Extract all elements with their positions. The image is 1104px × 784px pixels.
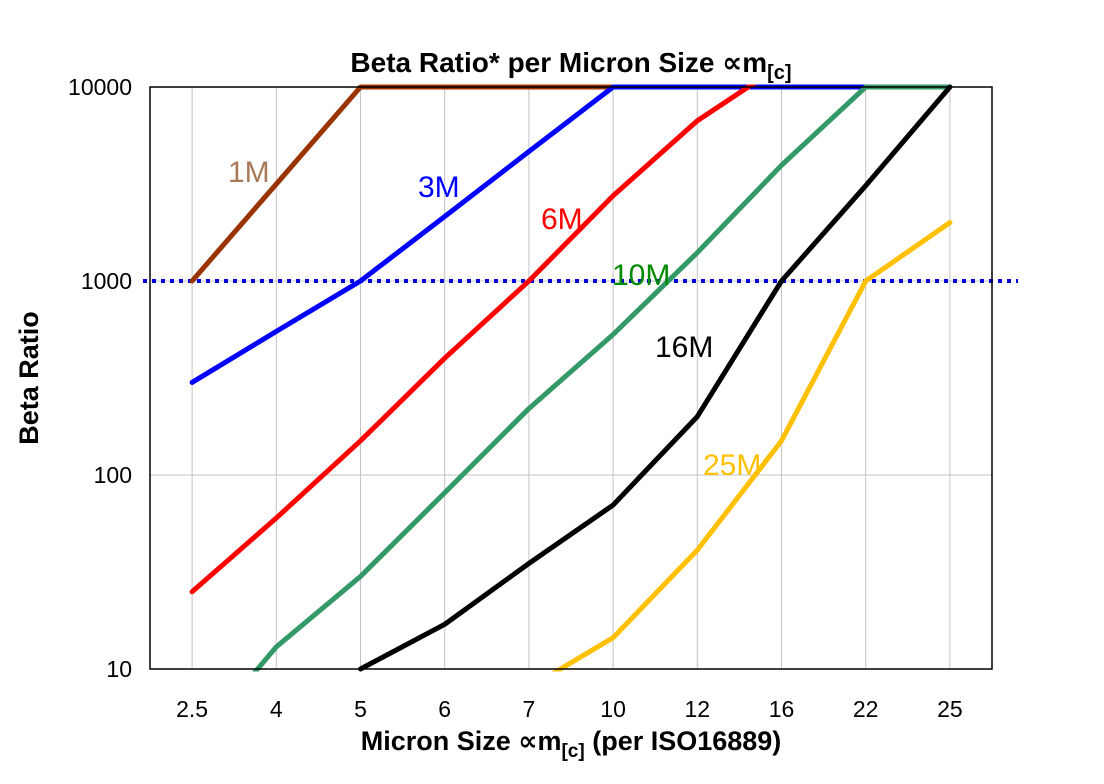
series-lines [189, 84, 953, 672]
x-tick: 10 [600, 696, 626, 722]
y-tick-10: 10 [106, 656, 132, 682]
plot-border [149, 86, 993, 670]
x-tick: 5 [354, 696, 367, 722]
x-axis-title-suffix: (per ISO16889) [585, 726, 782, 756]
series-line-25M [551, 220, 953, 672]
x-tick: 25 [937, 696, 963, 722]
series-line-16M [358, 84, 953, 672]
x-tick: 6 [438, 696, 451, 722]
chart-title: Beta Ratio* per Micron Size ∝m[c] [350, 47, 791, 84]
series-label-6M: 6M [541, 203, 583, 236]
y-tick-100: 100 [94, 462, 132, 488]
x-axis-title-main: Micron Size ∝m [361, 726, 562, 756]
x-tick: 4 [270, 696, 283, 722]
chart-title-subscript: [c] [767, 62, 791, 84]
series-label-3M: 3M [418, 171, 460, 204]
series-label-10M: 10M [612, 259, 670, 292]
x-tick: 2.5 [176, 696, 208, 722]
x-tick: 22 [853, 696, 879, 722]
y-tick-10000: 10000 [68, 74, 132, 100]
x-tick-labels: 2.5 4 5 6 7 10 12 16 22 25 [176, 696, 963, 722]
x-axis-title-subscript: [c] [561, 741, 584, 762]
series-line-10M [252, 84, 953, 672]
series-label-25M: 25M [703, 449, 761, 482]
x-tick: 16 [769, 696, 795, 722]
series-line-6M [189, 84, 757, 595]
y-axis-title: Beta Ratio [14, 311, 44, 445]
x-tick: 7 [523, 696, 536, 722]
x-tick: 12 [685, 696, 711, 722]
series-label-1M: 1M [228, 156, 270, 189]
x-axis-title: Micron Size ∝m[c] (per ISO16889) [361, 726, 782, 762]
chart-title-main: Beta Ratio* per Micron Size ∝m [350, 47, 767, 78]
series-label-16M: 16M [655, 331, 713, 364]
gridlines [150, 87, 992, 669]
y-tick-1000: 1000 [81, 268, 132, 294]
